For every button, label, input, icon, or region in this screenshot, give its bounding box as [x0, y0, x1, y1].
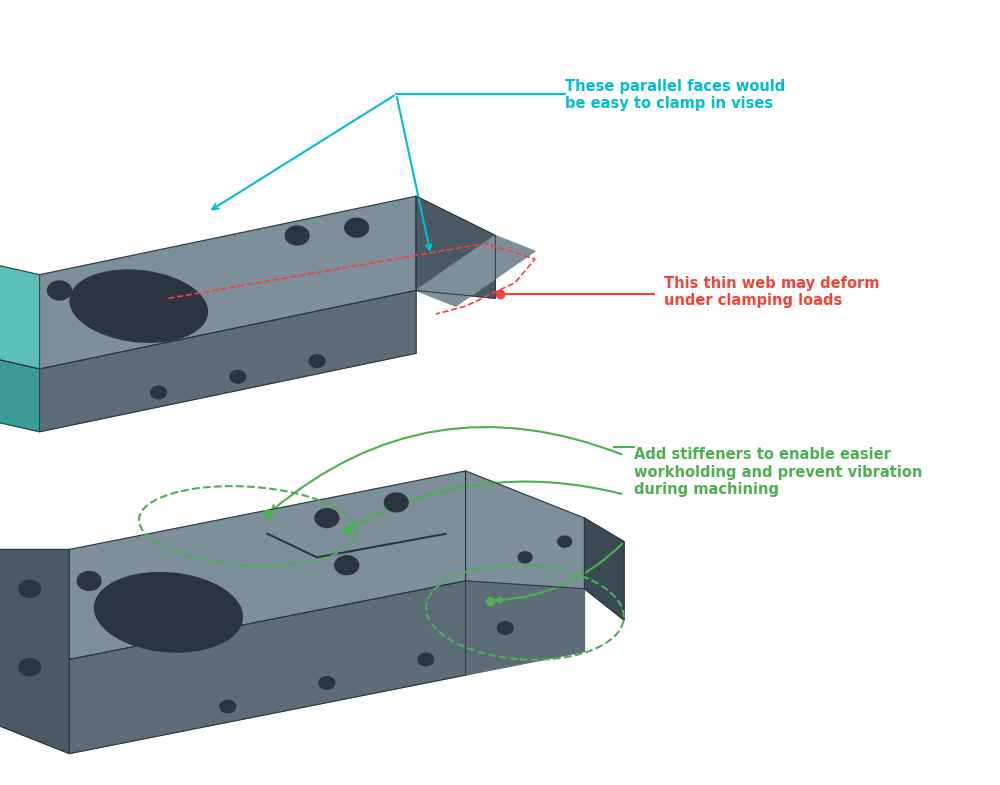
Circle shape	[151, 386, 166, 399]
Text: This thin web may deform
under clamping loads: This thin web may deform under clamping …	[664, 276, 879, 309]
Polygon shape	[466, 471, 584, 589]
Circle shape	[19, 580, 41, 597]
Text: These parallel faces would
be easy to clamp in vises: These parallel faces would be easy to cl…	[565, 78, 785, 111]
Polygon shape	[416, 236, 535, 306]
Circle shape	[345, 218, 369, 237]
Polygon shape	[40, 290, 416, 432]
Circle shape	[309, 355, 325, 367]
Circle shape	[77, 571, 101, 590]
Circle shape	[384, 493, 408, 512]
Text: Add stiffeners to enable easier
workholding and prevent vibration
during machini: Add stiffeners to enable easier workhold…	[634, 447, 922, 497]
Circle shape	[319, 677, 335, 689]
Polygon shape	[0, 338, 40, 432]
Polygon shape	[0, 550, 69, 754]
Circle shape	[518, 552, 532, 563]
Polygon shape	[584, 518, 624, 620]
Polygon shape	[69, 581, 466, 754]
Ellipse shape	[95, 572, 242, 652]
Circle shape	[48, 281, 71, 300]
Circle shape	[558, 536, 572, 547]
Polygon shape	[40, 196, 416, 369]
Polygon shape	[416, 196, 495, 298]
Circle shape	[497, 622, 513, 634]
Circle shape	[285, 226, 309, 245]
Circle shape	[335, 556, 359, 575]
Circle shape	[19, 659, 41, 676]
Circle shape	[418, 653, 434, 666]
Polygon shape	[69, 471, 466, 659]
Polygon shape	[0, 243, 40, 369]
Circle shape	[220, 700, 236, 713]
Polygon shape	[466, 581, 584, 675]
Circle shape	[315, 509, 339, 528]
Ellipse shape	[70, 270, 207, 342]
Circle shape	[230, 371, 246, 383]
